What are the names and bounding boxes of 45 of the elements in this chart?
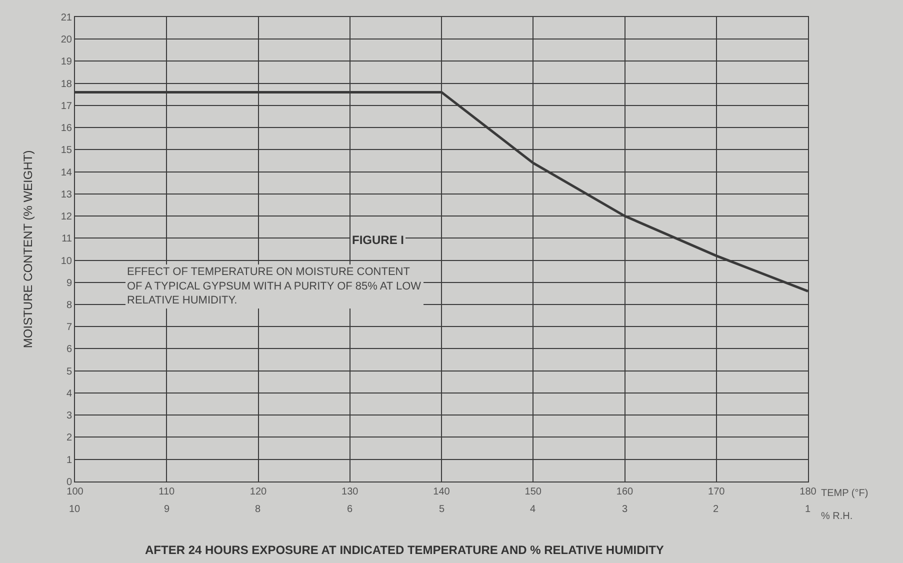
y-axis-title: MOISTURE CONTENT (% WEIGHT) — [21, 150, 36, 348]
y-tick-label: 0 — [66, 476, 72, 488]
text: 1 — [805, 504, 811, 515]
x-tick-label: 180 — [800, 486, 817, 498]
x-tick-label: 140 — [433, 486, 450, 498]
text: 3 — [622, 504, 628, 515]
y-tick-label: 18 — [60, 78, 72, 90]
text: AFTER 24 HOURS EXPOSURE AT INDICATED TEMPERATURE AND % RELATIVE HUMIDITY — [145, 543, 664, 557]
y-tick-label: 20 — [60, 34, 72, 46]
y-tick-label: 7 — [66, 322, 72, 334]
y-tick-label: 12 — [60, 212, 72, 223]
y-tick-label: 17 — [60, 100, 72, 112]
y-tick-label: 19 — [60, 56, 72, 68]
y-tick-label: 21 — [60, 12, 72, 24]
text: FIGURE I — [352, 233, 404, 247]
y-tick-label: 11 — [62, 234, 72, 245]
y-tick-label: 8 — [66, 300, 72, 311]
y-tick-label: 15 — [60, 145, 72, 156]
y-tick-label: 5 — [66, 366, 72, 378]
text: 8 — [255, 504, 261, 515]
y-tick-label: 16 — [60, 123, 72, 134]
y-tick-label: 3 — [66, 410, 72, 422]
text: 2 — [713, 504, 719, 515]
text: 6 — [347, 504, 353, 515]
text: 5 — [439, 504, 445, 515]
y-tick-label: 14 — [60, 167, 72, 178]
y-tick-label: 10 — [60, 256, 72, 267]
y-tick-label: 2 — [66, 432, 72, 444]
text: 4 — [530, 504, 536, 515]
x-tick-label: 160 — [616, 486, 634, 498]
x-tick-label: 130 — [342, 486, 359, 498]
x2-axis-title: % R.H. — [821, 511, 853, 522]
x-tick-label: 110 — [158, 486, 176, 498]
x-tick-label: 150 — [524, 486, 542, 498]
y-tick-label: 4 — [66, 388, 72, 400]
y-tick-label: 13 — [60, 189, 72, 200]
y-tick-label: 9 — [66, 278, 72, 289]
y-tick-label: 1 — [66, 454, 72, 466]
y-tick-label: 6 — [66, 344, 72, 356]
x-tick-label: 120 — [250, 486, 268, 498]
x-tick-label: 100 — [66, 486, 84, 498]
x-axis-title: TEMP (°F) — [821, 488, 868, 499]
x-tick-label: 170 — [708, 486, 726, 498]
text: 9 — [164, 504, 170, 515]
text: EFFECT OF TEMPERATURE ON MOISTURE CONTENT OF A TYPICAL GYPSUM WITH A PURITY OF 85% AT LOW RELATIVE HUMIDITY. — [127, 266, 422, 307]
